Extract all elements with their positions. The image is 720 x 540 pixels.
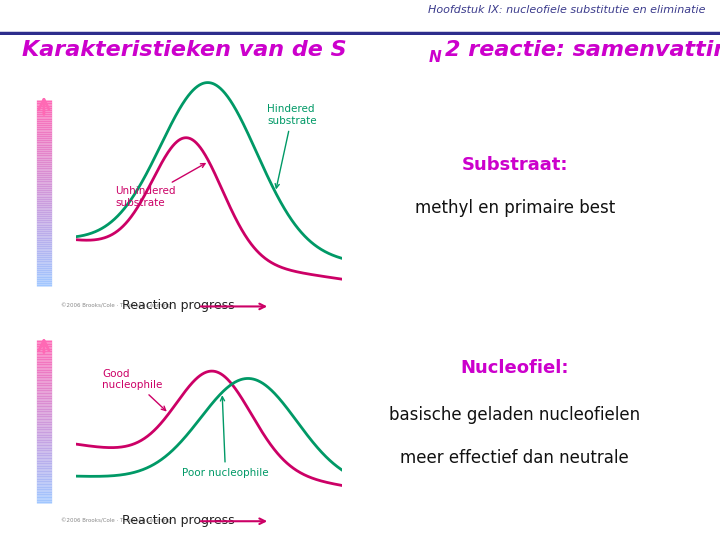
Text: 2 reactie: samenvatting: 2 reactie: samenvatting [445,40,720,60]
Text: basische geladen nucleofielen: basische geladen nucleofielen [390,406,640,424]
Text: Reaction progress: Reaction progress [122,299,235,312]
Text: Poor nucleophile: Poor nucleophile [182,397,269,477]
Text: Nucleofiel:: Nucleofiel: [461,359,569,377]
Text: Energy: Energy [22,392,35,440]
Text: ©2006 Brooks/Cole · Thomson Learning: ©2006 Brooks/Cole · Thomson Learning [61,302,171,308]
Text: Hindered
substrate: Hindered substrate [267,104,317,188]
Text: methyl en primaire best: methyl en primaire best [415,199,615,217]
Text: Unhindered
substrate: Unhindered substrate [115,164,205,208]
Text: Karakteristieken van de S: Karakteristieken van de S [22,40,346,60]
Text: N: N [428,50,441,65]
Text: Hoofdstuk IX: nucleofiele substitutie en eliminatie: Hoofdstuk IX: nucleofiele substitutie en… [428,5,706,15]
Text: Substraat:: Substraat: [462,156,568,174]
Text: Energy: Energy [22,162,35,211]
Text: Good
nucleophile: Good nucleophile [102,368,166,410]
Text: meer effectief dan neutrale: meer effectief dan neutrale [400,449,629,468]
Text: ©2006 Brooks/Cole · Thomson Learning: ©2006 Brooks/Cole · Thomson Learning [61,517,171,523]
Text: Reaction progress: Reaction progress [122,514,235,526]
